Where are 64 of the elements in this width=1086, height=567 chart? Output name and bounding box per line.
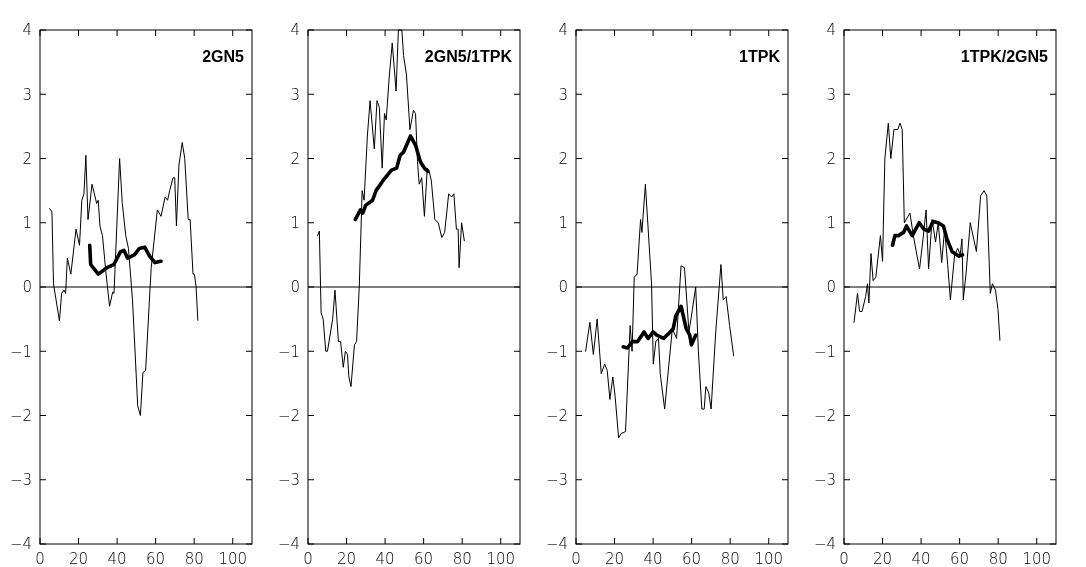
- x-tick-label: 100: [218, 550, 248, 567]
- x-tick-label: 0: [35, 550, 45, 567]
- x-tick-label: 20: [69, 550, 89, 567]
- text: 2GN5/1TPK: [424, 48, 513, 65]
- y-tick-label: 3: [22, 85, 32, 104]
- y-tick-label: 1: [22, 214, 32, 232]
- y-tick-label: 2: [558, 149, 568, 168]
- y-tick-label: −1: [277, 342, 300, 361]
- x-tick-label: 80: [988, 550, 1008, 567]
- y-tick-label: −2: [545, 406, 568, 425]
- y-tick-label: −4: [813, 535, 836, 554]
- y-tick-label: −1: [813, 342, 836, 361]
- y-tick-label: 1: [290, 214, 300, 232]
- x-tick-label: 40: [911, 550, 931, 567]
- y-tick-label: −3: [813, 471, 836, 489]
- text: 1TPK/2GN5: [960, 48, 1049, 65]
- x-tick-label: 80: [720, 550, 740, 567]
- x-tick-label: 0: [839, 550, 849, 567]
- x-tick-label: 60: [682, 550, 702, 567]
- y-tick-label: −2: [813, 406, 836, 425]
- y-tick-label: 2: [826, 149, 836, 168]
- y-tick-label: 2: [290, 149, 300, 168]
- x-tick-label: 100: [1022, 550, 1052, 567]
- x-tick-label: 40: [107, 550, 127, 567]
- y-tick-label: 3: [826, 85, 836, 104]
- y-tick-label: 4: [826, 21, 836, 40]
- x-tick-label: 40: [643, 550, 663, 567]
- y-tick-label: −4: [545, 535, 568, 554]
- x-tick-label: 60: [146, 550, 166, 567]
- x-tick-label: 40: [375, 550, 395, 567]
- y-tick-label: −4: [277, 535, 300, 554]
- y-tick-label: 3: [558, 85, 568, 104]
- y-tick-label: 0: [290, 278, 300, 297]
- y-tick-label: 4: [22, 21, 32, 40]
- x-tick-label: 60: [414, 550, 434, 567]
- y-tick-label: 4: [290, 21, 300, 40]
- x-tick-label: 80: [184, 550, 204, 567]
- y-tick-label: −3: [545, 471, 568, 489]
- x-tick-label: 0: [303, 550, 313, 567]
- y-tick-label: 0: [22, 278, 32, 297]
- x-tick-label: 100: [754, 550, 784, 567]
- x-tick-label: 60: [950, 550, 970, 567]
- y-tick-label: 4: [558, 21, 568, 40]
- y-tick-label: 1: [558, 214, 568, 232]
- x-tick-label: 20: [605, 550, 625, 567]
- y-tick-label: −1: [545, 342, 568, 361]
- y-tick-label: 1: [826, 214, 836, 232]
- y-tick-label: 0: [826, 278, 836, 297]
- text: 1TPK: [739, 48, 781, 65]
- x-tick-label: 20: [337, 550, 357, 567]
- y-tick-label: −1: [9, 342, 32, 361]
- text: 2GN5: [202, 48, 245, 65]
- y-tick-label: −2: [277, 406, 300, 425]
- y-tick-label: −4: [9, 535, 32, 554]
- y-tick-label: −3: [9, 471, 32, 489]
- y-tick-label: 3: [290, 85, 300, 104]
- y-tick-label: −2: [9, 406, 32, 425]
- y-tick-label: −3: [277, 471, 300, 489]
- x-tick-label: 100: [486, 550, 516, 567]
- x-tick-label: 20: [873, 550, 893, 567]
- x-tick-label: 80: [452, 550, 472, 567]
- y-tick-label: 0: [558, 278, 568, 297]
- y-tick-label: 2: [22, 149, 32, 168]
- x-tick-label: 0: [571, 550, 581, 567]
